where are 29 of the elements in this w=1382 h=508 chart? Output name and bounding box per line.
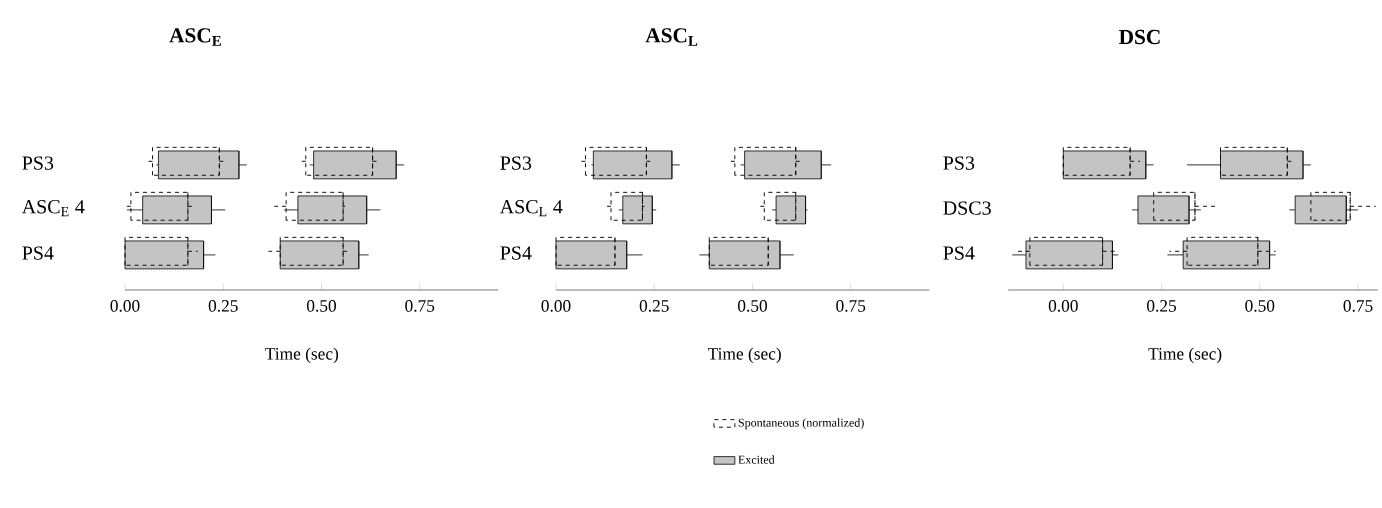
y-tick-label: PS4 <box>943 246 975 260</box>
x-tick-label: 0.50 <box>307 300 337 312</box>
x-tick-label: 0.25 <box>639 300 669 312</box>
x-tick-label: 0.75 <box>836 300 866 312</box>
y-tick-label: DSC3 <box>943 201 991 215</box>
x-tick-label: 0.25 <box>208 300 238 312</box>
x-tick-label: 0.75 <box>405 300 435 312</box>
chart-title: DSC <box>1118 29 1160 45</box>
x-axis-title: Time (sec) <box>707 347 781 364</box>
y-tick-label: PS4 <box>22 246 54 260</box>
y-tick-label: PS3 <box>943 156 975 170</box>
legend-label: Excited <box>738 455 775 464</box>
legend-label: Spontaneous (normalized) <box>738 418 864 430</box>
y-tick-label: PS3 <box>22 156 54 170</box>
y-tick-label: ASC$_{L}$ 4 <box>499 200 563 217</box>
x-tick-label: 0.25 <box>1147 300 1177 312</box>
x-tick-label: 0.00 <box>541 300 571 312</box>
x-tick-label: 0.50 <box>1245 300 1275 312</box>
x-tick-label: 0.50 <box>738 300 768 312</box>
x-tick-label: 0.75 <box>1343 300 1373 312</box>
x-axis-title: Time (sec) <box>265 347 339 364</box>
chart-title: ASC$_{L}$ <box>645 28 698 46</box>
x-tick-label: 0.00 <box>110 300 140 312</box>
y-tick-label: PS3 <box>500 156 532 170</box>
y-tick-label: ASC$_{E}$ 4 <box>21 200 85 217</box>
y-tick-label: PS4 <box>500 246 532 260</box>
chart-title: ASC$_{E}$ <box>169 28 221 46</box>
x-tick-label: 0.00 <box>1048 300 1078 312</box>
x-axis-title: Time (sec) <box>1148 347 1222 364</box>
